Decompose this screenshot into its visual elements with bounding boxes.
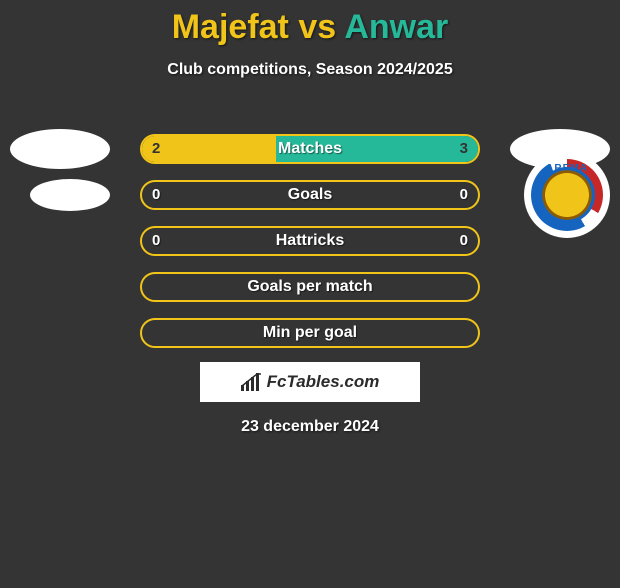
- bar-val-p2: 0: [460, 182, 468, 208]
- bar-val-p1: 0: [152, 182, 160, 208]
- player2-name: Anwar: [344, 8, 448, 46]
- bar-val-p2: 3: [460, 136, 468, 162]
- stats-container: 2 Matches 3 0 Goals 0 AREMA 0 Hattricks …: [0, 126, 620, 356]
- player1-badge-small: [30, 179, 110, 211]
- date-text: 23 december 2024: [0, 418, 620, 436]
- bar-val-p1: 2: [152, 136, 160, 162]
- bars-icon: [241, 373, 263, 391]
- bar-goals: 0 Goals 0: [140, 180, 480, 210]
- brand-box[interactable]: FcTables.com: [200, 362, 420, 402]
- stat-row-goals: 0 Goals 0 AREMA: [0, 172, 620, 218]
- bar-mpg: Min per goal: [140, 318, 480, 348]
- stat-row-gpm: Goals per match: [0, 264, 620, 310]
- bar-label: Goals per match: [142, 274, 478, 300]
- club-logo-text: AREMA: [531, 163, 603, 174]
- brand-text: FcTables.com: [267, 372, 380, 392]
- stat-row-hattricks: 0 Hattricks 0: [0, 218, 620, 264]
- subtitle: Club competitions, Season 2024/2025: [0, 61, 620, 79]
- bar-label: Goals: [142, 182, 478, 208]
- stat-row-mpg: Min per goal: [0, 310, 620, 356]
- vs-text: vs: [298, 8, 336, 46]
- bar-label: Min per goal: [142, 320, 478, 346]
- bar-val-p2: 0: [460, 228, 468, 254]
- stat-row-matches: 2 Matches 3: [0, 126, 620, 172]
- player1-name: Majefat: [172, 8, 289, 46]
- bar-label: Hattricks: [142, 228, 478, 254]
- comparison-title: Majefat vs Anwar: [0, 8, 620, 47]
- bar-matches: 2 Matches 3: [140, 134, 480, 164]
- player1-badge-placeholder: [10, 129, 110, 169]
- bar-hattricks: 0 Hattricks 0: [140, 226, 480, 256]
- bar-label: Matches: [142, 136, 478, 162]
- bar-val-p1: 0: [152, 228, 160, 254]
- bar-gpm: Goals per match: [140, 272, 480, 302]
